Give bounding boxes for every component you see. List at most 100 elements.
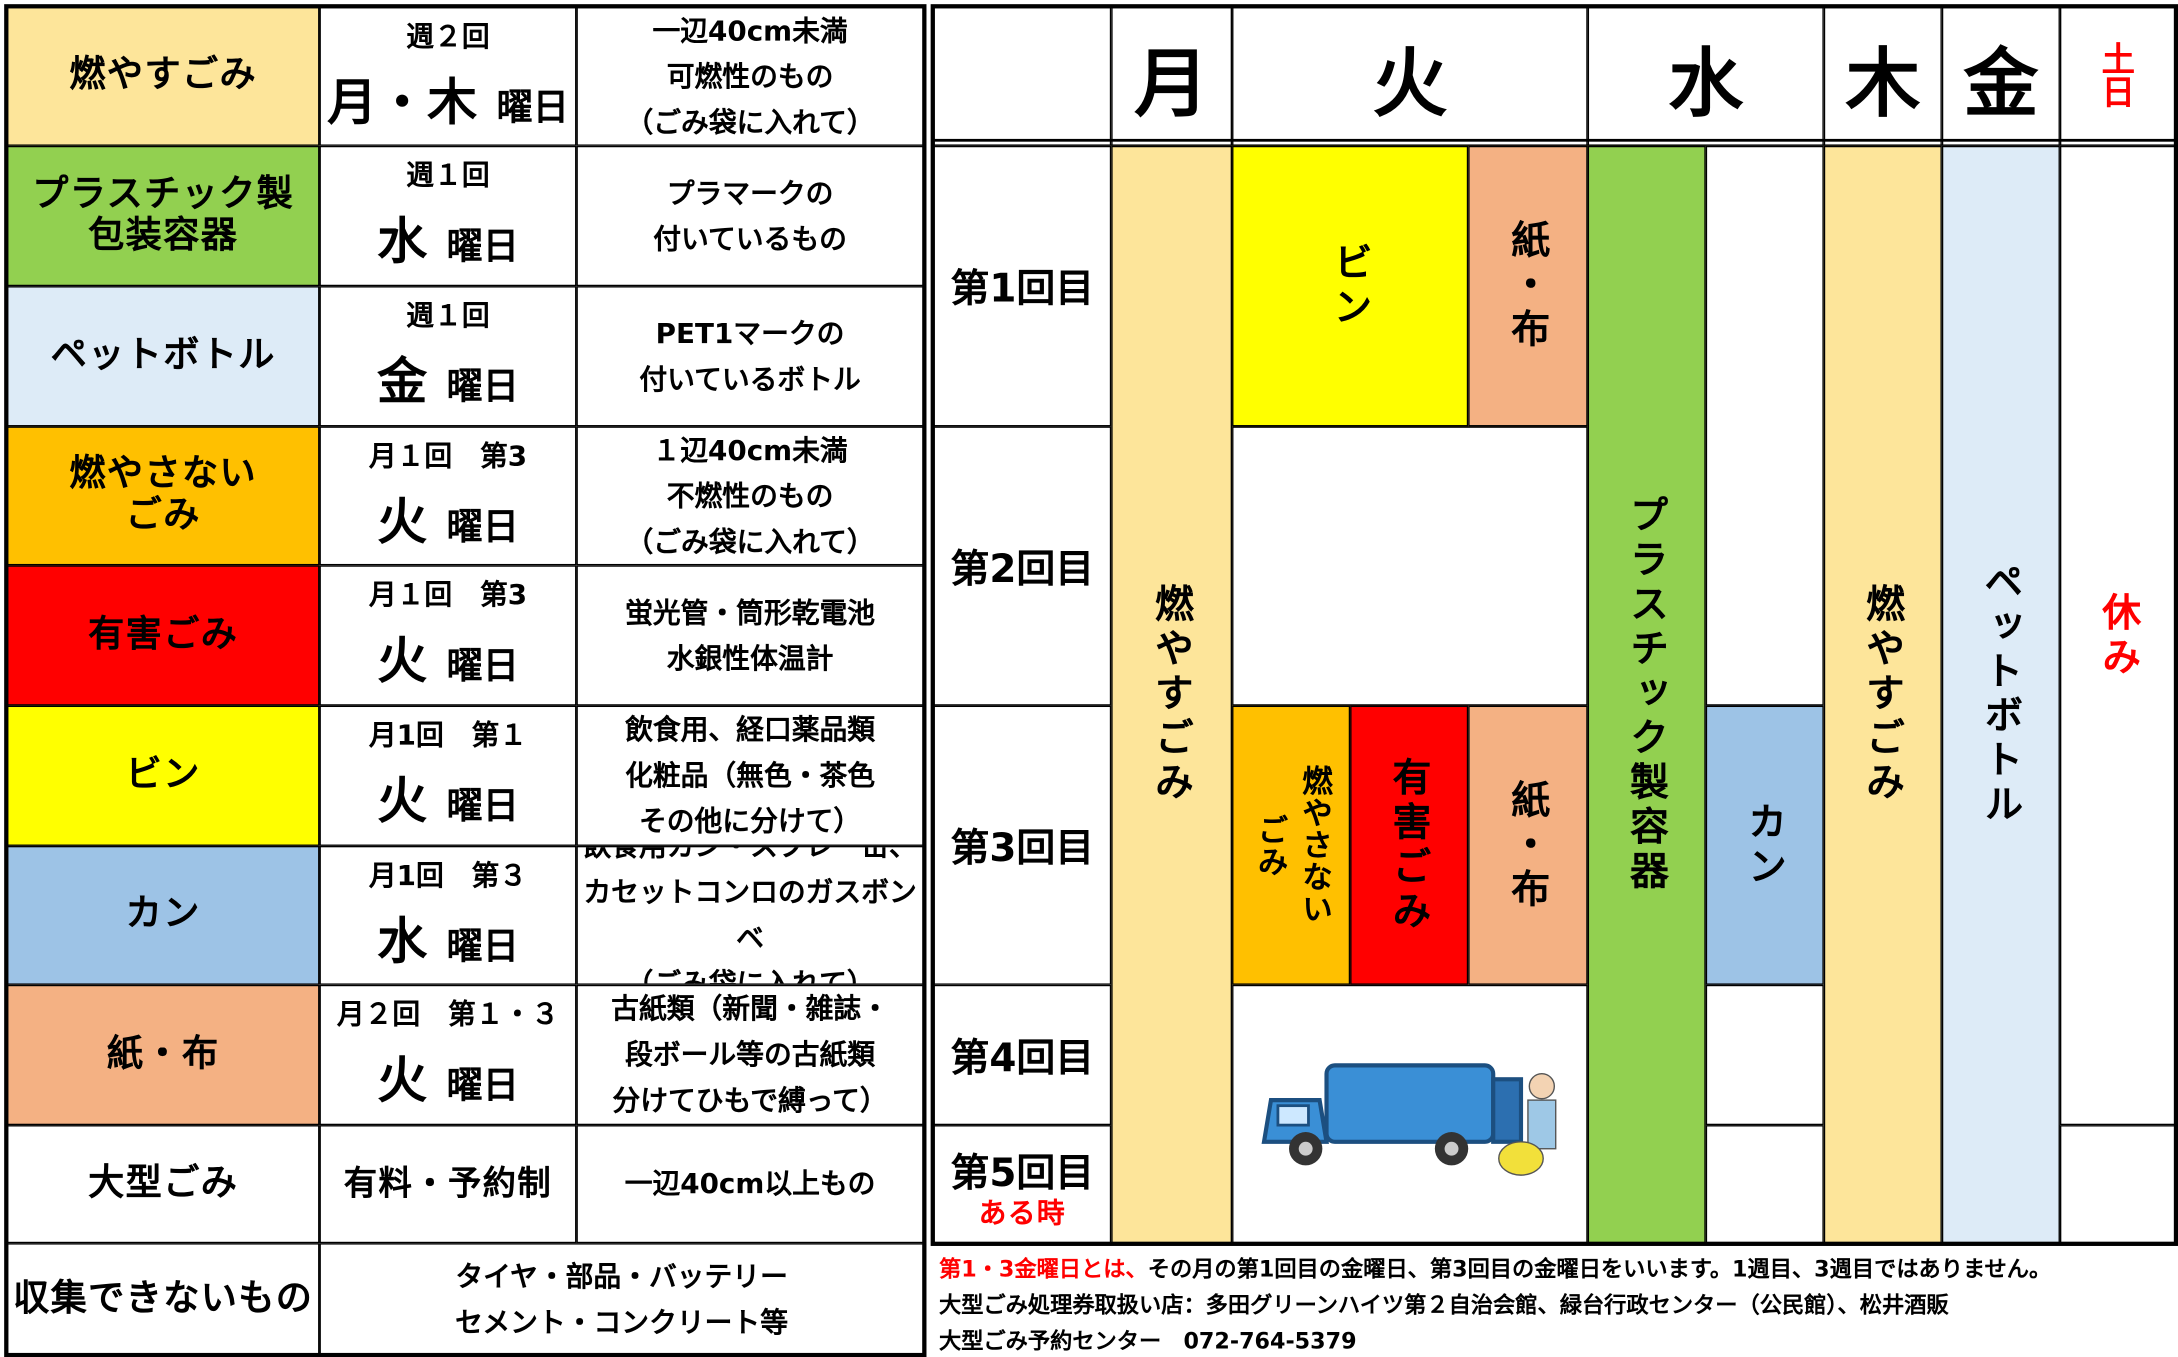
note-highlight: 第1・3金曜日とは、: [938, 1255, 1148, 1283]
day-suffix: 曜日: [446, 645, 519, 688]
description-line: 付いているもの: [653, 221, 847, 255]
note-text: その月の第1回目の金曜日、第3回目の金曜日をいいます。1週目、3週目ではありませ…: [1147, 1255, 2052, 1283]
description-line: 飲食用カン・スプレー缶、: [583, 845, 917, 863]
description-line: タイヤ・部品・バッテリー: [455, 1259, 788, 1294]
description-line: 一辺40cm以上もの: [624, 1166, 876, 1201]
day-line: 水曜日: [377, 201, 519, 273]
description-line: （ごみ袋に入れて）: [625, 524, 875, 558]
day-suffix: 曜日: [446, 366, 519, 409]
category-name-cell: プラスチック製 包装容器: [6, 145, 320, 287]
collection-day: 火: [377, 1052, 428, 1110]
day-header-label: 木: [1845, 39, 1921, 128]
week-label: 第3回目: [950, 824, 1095, 871]
day-line: 火曜日: [377, 621, 519, 693]
category-name: 大型ごみ: [88, 1161, 239, 1204]
block-label: ごみ: [1252, 813, 1287, 878]
frequency: 月１回 第3: [368, 438, 528, 473]
empty-cell: [2059, 1125, 2178, 1244]
block-label: 燃やすごみ: [1149, 583, 1196, 806]
week-label-cell: 第2回目: [933, 426, 1112, 706]
description-cell: 古紙類（新聞・雑誌・ 段ボール等の古紙類 分けてひもで縛って）: [576, 984, 924, 1126]
category-name-cell: 紙・布: [6, 984, 320, 1126]
calendar-frame: [930, 4, 2178, 1246]
collection-day: 月・木: [327, 75, 478, 132]
description-cell: 蛍光管・筒形乾電池 水銀性体温計: [576, 565, 924, 706]
week-label-cell: 第1回目: [933, 145, 1112, 427]
closed-label: 休み: [2096, 591, 2143, 681]
description-cell: 飲食用、経口薬品類 化粧品（無色・茶色 その他に分けて）: [576, 705, 924, 846]
day-line: 火曜日: [377, 1040, 519, 1112]
description-line: （ごみ袋に入れて）: [625, 966, 875, 985]
frequency: 週１回: [406, 298, 490, 332]
description-line: PET1マークの: [655, 316, 845, 350]
day-line: 火曜日: [377, 482, 519, 554]
description-cell: １辺40cm未満 不燃性のもの （ごみ袋に入れて）: [576, 426, 924, 566]
week-label-cell: 第3回目: [933, 705, 1112, 985]
day-header: 火: [1232, 6, 1588, 146]
day-header-label: 水: [1668, 39, 1744, 128]
description-cell: プラマークの 付いているもの: [576, 145, 924, 287]
block-label: プラスチック製容器: [1624, 494, 1671, 895]
collection-block: 燃やすごみ: [1823, 145, 1942, 1244]
schedule-cell: 月１回 第3 火曜日: [319, 565, 577, 706]
description-line: 一辺40cm未満: [652, 13, 848, 47]
collection-block: 紙・布: [1468, 705, 1588, 985]
frequency: 週２回: [406, 19, 490, 53]
day-suffix: 曜日: [446, 926, 519, 969]
day-line: 火曜日: [377, 761, 519, 833]
week-label: 第4回目: [950, 1034, 1095, 1080]
description-line: 段ボール等の古紙類: [625, 1037, 876, 1071]
day-header-label: 金: [1963, 39, 2039, 128]
schedule-cell: 月1回 第３ 水曜日: [319, 845, 577, 985]
truck-cell: [1232, 984, 1588, 1244]
weekend-label: 土: [2101, 40, 2137, 80]
day-header-label: 火: [1372, 39, 1448, 128]
week-sublabel: ある時: [978, 1195, 1067, 1229]
day-suffix: 曜日: [446, 506, 519, 549]
empty-cell: [1705, 984, 1824, 1126]
category-name: 紙・布: [106, 1032, 220, 1075]
category-name: 有害ごみ: [88, 613, 239, 655]
schedule-cell: 週２回月・木 曜日: [319, 6, 577, 146]
category-name-cell: ビン: [6, 705, 320, 846]
category-name: 燃やすごみ: [69, 54, 257, 96]
category-name: ビン: [125, 753, 201, 796]
day-suffix: 曜日: [446, 786, 519, 828]
description-line: １辺40cm未満: [652, 432, 848, 467]
day-header-label: 月: [1134, 39, 1210, 128]
collection-day: 火: [377, 494, 428, 552]
empty-cell: [1232, 426, 1588, 706]
collection-block: プラスチック製容器: [1587, 145, 1706, 1244]
description-line: 化粧品（無色・茶色: [625, 758, 876, 792]
week-label: 第2回目: [950, 545, 1095, 592]
description-line: 可燃性のもの: [666, 59, 834, 93]
collection-block: ビン: [1232, 145, 1469, 427]
description-cell: 一辺40cm以上もの: [576, 1125, 924, 1244]
block-label: 燃やさない: [1296, 765, 1332, 926]
note: 第1・3金曜日とは、その月の第1回目の金曜日、第3回目の金曜日をいいます。1週目…: [939, 1250, 2051, 1283]
week-label: 第5回目: [950, 1149, 1095, 1196]
schedule-cell: 月1回 第１ 火曜日: [319, 705, 577, 846]
left-table-frame: [4, 4, 927, 1357]
category-name: ごみ: [125, 494, 201, 537]
frequency: 月１回 第3: [368, 577, 528, 612]
description-line: セメント・コンクリート等: [455, 1305, 788, 1340]
collection-day: 金: [377, 354, 428, 412]
category-name: 包装容器: [88, 214, 239, 257]
description-line: プラマークの: [666, 175, 834, 210]
schedule-cell: 有料・予約制: [319, 1125, 577, 1244]
block-label: ビン: [1327, 241, 1374, 331]
category-name-cell: カン: [6, 845, 320, 985]
category-name: プラスチック製: [32, 173, 295, 215]
category-name-cell: ペットボトル: [6, 286, 320, 427]
category-name-cell: 有害ごみ: [6, 565, 320, 706]
block-label: ペットボトル: [1978, 561, 2025, 828]
day-suffix: 曜日: [496, 87, 569, 130]
day-line: 金曜日: [377, 342, 519, 414]
block-label: カン: [1742, 800, 1789, 890]
collection-block: 紙・布: [1468, 145, 1588, 427]
schedule-cell: 月２回 第１・３ 火曜日: [319, 984, 577, 1126]
block-label: 紙・布: [1505, 219, 1552, 353]
